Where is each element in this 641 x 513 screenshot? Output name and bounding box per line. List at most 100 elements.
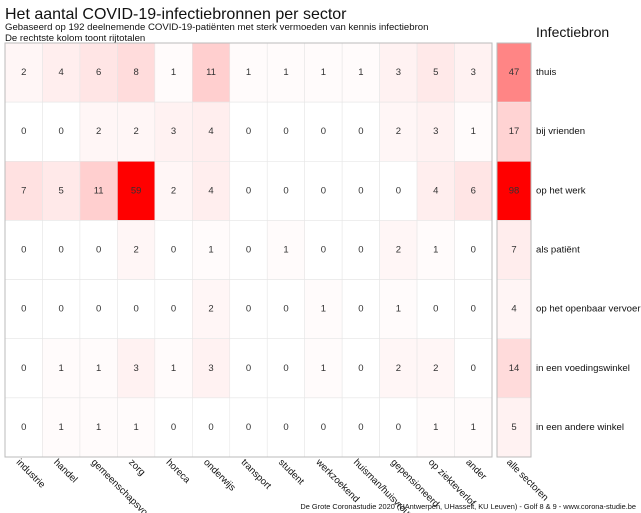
cell-value: 1 (471, 422, 476, 433)
cell (154, 160, 193, 221)
cell (304, 397, 343, 458)
cell-value: 0 (171, 422, 176, 433)
cell (192, 397, 231, 458)
cell-value: 0 (321, 185, 326, 196)
cell-value: 3 (133, 363, 138, 374)
cell (117, 338, 156, 399)
cell (229, 279, 268, 340)
cell (79, 160, 118, 221)
main-grid-border (4, 42, 493, 458)
chart-title: Het aantal COVID-19-infectiebronnen per … (5, 6, 347, 23)
cell-value: 0 (59, 304, 64, 315)
cell (154, 338, 193, 399)
legend-title: Infectiebron (536, 24, 609, 40)
cell (192, 42, 231, 103)
cell (379, 338, 418, 399)
cell-value: 0 (358, 126, 363, 137)
cell (454, 160, 493, 221)
cell (454, 338, 493, 399)
cell (117, 397, 156, 458)
cell-value: 11 (206, 67, 216, 78)
cell-value: 0 (358, 363, 363, 374)
row-label: thuis (536, 67, 556, 78)
cell-value: 1 (133, 422, 138, 433)
row-label: bij vrienden (536, 126, 585, 137)
total-value: 4 (511, 304, 516, 315)
cell (416, 338, 455, 399)
cell (266, 338, 305, 399)
cell-value: 3 (396, 67, 401, 78)
cell (266, 220, 305, 280)
cell-value: 5 (433, 67, 438, 78)
cell-value: 3 (471, 67, 476, 78)
cell (192, 101, 231, 162)
cell-value: 0 (283, 304, 288, 315)
cell-value: 1 (171, 363, 176, 374)
total-value: 5 (511, 422, 516, 433)
cell (304, 220, 343, 280)
cell-value: 0 (396, 422, 401, 433)
cell-value: 0 (433, 304, 438, 315)
column-label: transport (239, 457, 274, 492)
cell-value: 3 (208, 363, 213, 374)
cell-value: 2 (133, 245, 138, 256)
cell-value: 0 (246, 126, 251, 137)
cell-value: 0 (358, 185, 363, 196)
cell-value: 0 (96, 304, 101, 315)
cell-value: 0 (208, 422, 213, 433)
cell (341, 42, 380, 103)
cell-value: 0 (321, 126, 326, 137)
column-label: handel (51, 457, 79, 485)
cell-value: 2 (21, 67, 26, 78)
column-label: gemeenschapsvoorz. (89, 457, 161, 513)
cell-value: 0 (471, 363, 476, 374)
cell (304, 160, 343, 221)
column-label: alle sectoren (504, 457, 550, 503)
row-label: in een voedingswinkel (536, 363, 630, 374)
column-label: industrie (14, 457, 47, 490)
cell-value: 2 (171, 185, 176, 196)
cell-value: 0 (133, 304, 138, 315)
cell (154, 101, 193, 162)
cell-value: 0 (471, 245, 476, 256)
cell-value: 2 (208, 304, 213, 315)
cell (229, 101, 268, 162)
cell-value: 4 (208, 126, 213, 137)
row-labels: thuis bij vrienden op het werk als patiënt o… (536, 67, 641, 433)
cell-value: 0 (171, 304, 176, 315)
cell-value: 1 (208, 245, 213, 256)
cell (304, 101, 343, 162)
column-label: ander (463, 457, 489, 483)
cell-value: 3 (171, 126, 176, 137)
totals-column: 47 17 98 7 4 14 5 (496, 42, 532, 458)
cell (416, 160, 455, 221)
cell-value: 0 (283, 363, 288, 374)
cell-value: 1 (246, 67, 251, 78)
total-cell (496, 338, 532, 399)
cell (4, 220, 43, 280)
cell-value: 59 (131, 185, 142, 196)
cell-value: 1 (321, 363, 326, 374)
cell-value: 2 (433, 363, 438, 374)
cell-value: 0 (246, 422, 251, 433)
cell-value: 0 (246, 185, 251, 196)
cell-value: 1 (433, 245, 438, 256)
cell (117, 101, 156, 162)
total-value: 14 (509, 363, 520, 374)
cell (79, 338, 118, 399)
column-label: zorg (126, 457, 147, 478)
cell (117, 42, 156, 103)
cell-value: 0 (283, 126, 288, 137)
cell-value: 0 (321, 422, 326, 433)
cell (341, 160, 380, 221)
cell-value: 0 (396, 185, 401, 196)
cell (117, 279, 156, 340)
cell-value: 0 (283, 185, 288, 196)
row-label: op het openbaar vervoer (536, 304, 641, 315)
cell (4, 338, 43, 399)
cell-value: 1 (321, 304, 326, 315)
cell-value: 0 (96, 245, 101, 256)
chart-caption: De Grote Coronastudie 2020 (UAntwerpen, … (300, 502, 636, 511)
cell (416, 42, 455, 103)
